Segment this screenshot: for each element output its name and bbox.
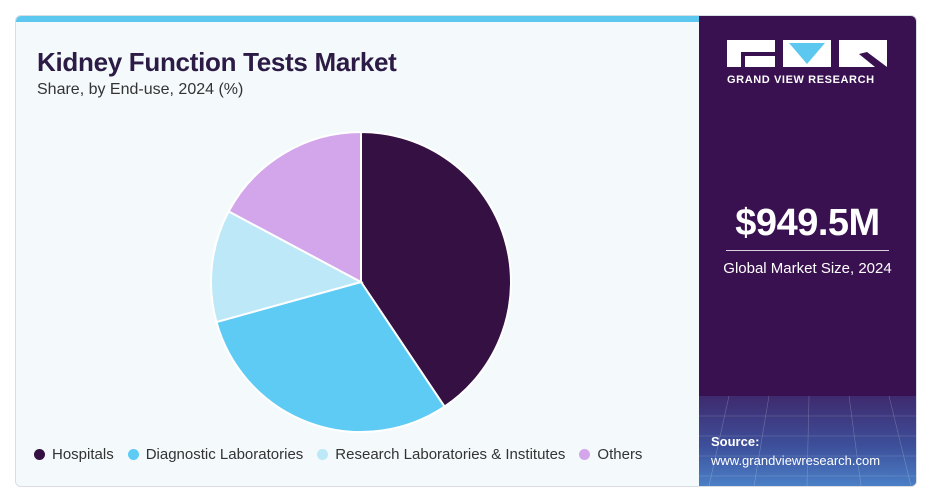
pie-slice-others	[227, 130, 362, 284]
legend-dot	[579, 449, 591, 460]
pie-chart	[210, 130, 512, 433]
legend-item: Research Laboratories & Institutes	[317, 446, 565, 463]
pie-slice-research-laboratories-institutes	[210, 210, 364, 324]
legend-item: Hospitals	[34, 446, 114, 463]
brand-logo: GRAND VIEW RESEARCH	[727, 40, 892, 86]
legend-item: Others	[579, 446, 642, 463]
legend-label: Diagnostic Laboratories	[145, 446, 304, 463]
chart-title: Kidney Function Tests Market	[37, 47, 397, 77]
accent-bar	[16, 16, 699, 22]
legend-dot	[127, 449, 139, 460]
legend-label: Hospitals	[52, 446, 114, 463]
source-url[interactable]: www.grandviewresearch.com	[711, 453, 881, 468]
legend-label: Others	[597, 446, 643, 463]
market-size-value: $949.5M	[735, 202, 880, 244]
info-panel: GRAND VIEW RESEARCH $949.5M Global Marke…	[699, 16, 916, 486]
legend-dot	[317, 449, 329, 460]
chart-legend: Hospitals Diagnostic Laboratories Research…	[34, 446, 642, 463]
legend-label: Research Laboratories & Institutes	[335, 446, 566, 463]
logo-r-mark-icon	[839, 40, 887, 67]
chart-subtitle: Share, by End-use, 2024 (%)	[37, 81, 244, 98]
legend-item: Diagnostic Laboratories	[127, 446, 304, 463]
chart-card: Kidney Function Tests Market Share, by E…	[15, 15, 917, 487]
pie-slice-hospitals	[360, 130, 512, 408]
chart-panel: Kidney Function Tests Market Share, by E…	[16, 22, 699, 486]
logo-marks	[727, 40, 892, 67]
source-label: Source:	[711, 434, 760, 449]
divider	[726, 250, 889, 251]
brand-name: GRAND VIEW RESEARCH	[727, 74, 875, 86]
source-background	[699, 396, 916, 486]
market-size-label: Global Market Size, 2024	[723, 260, 892, 277]
logo-g-mark-icon	[727, 40, 775, 67]
logo-v-mark-icon	[783, 40, 831, 67]
grid-pattern	[699, 396, 916, 486]
legend-dot	[34, 449, 45, 460]
pie-slice-diagnostic-laboratories	[215, 280, 446, 433]
